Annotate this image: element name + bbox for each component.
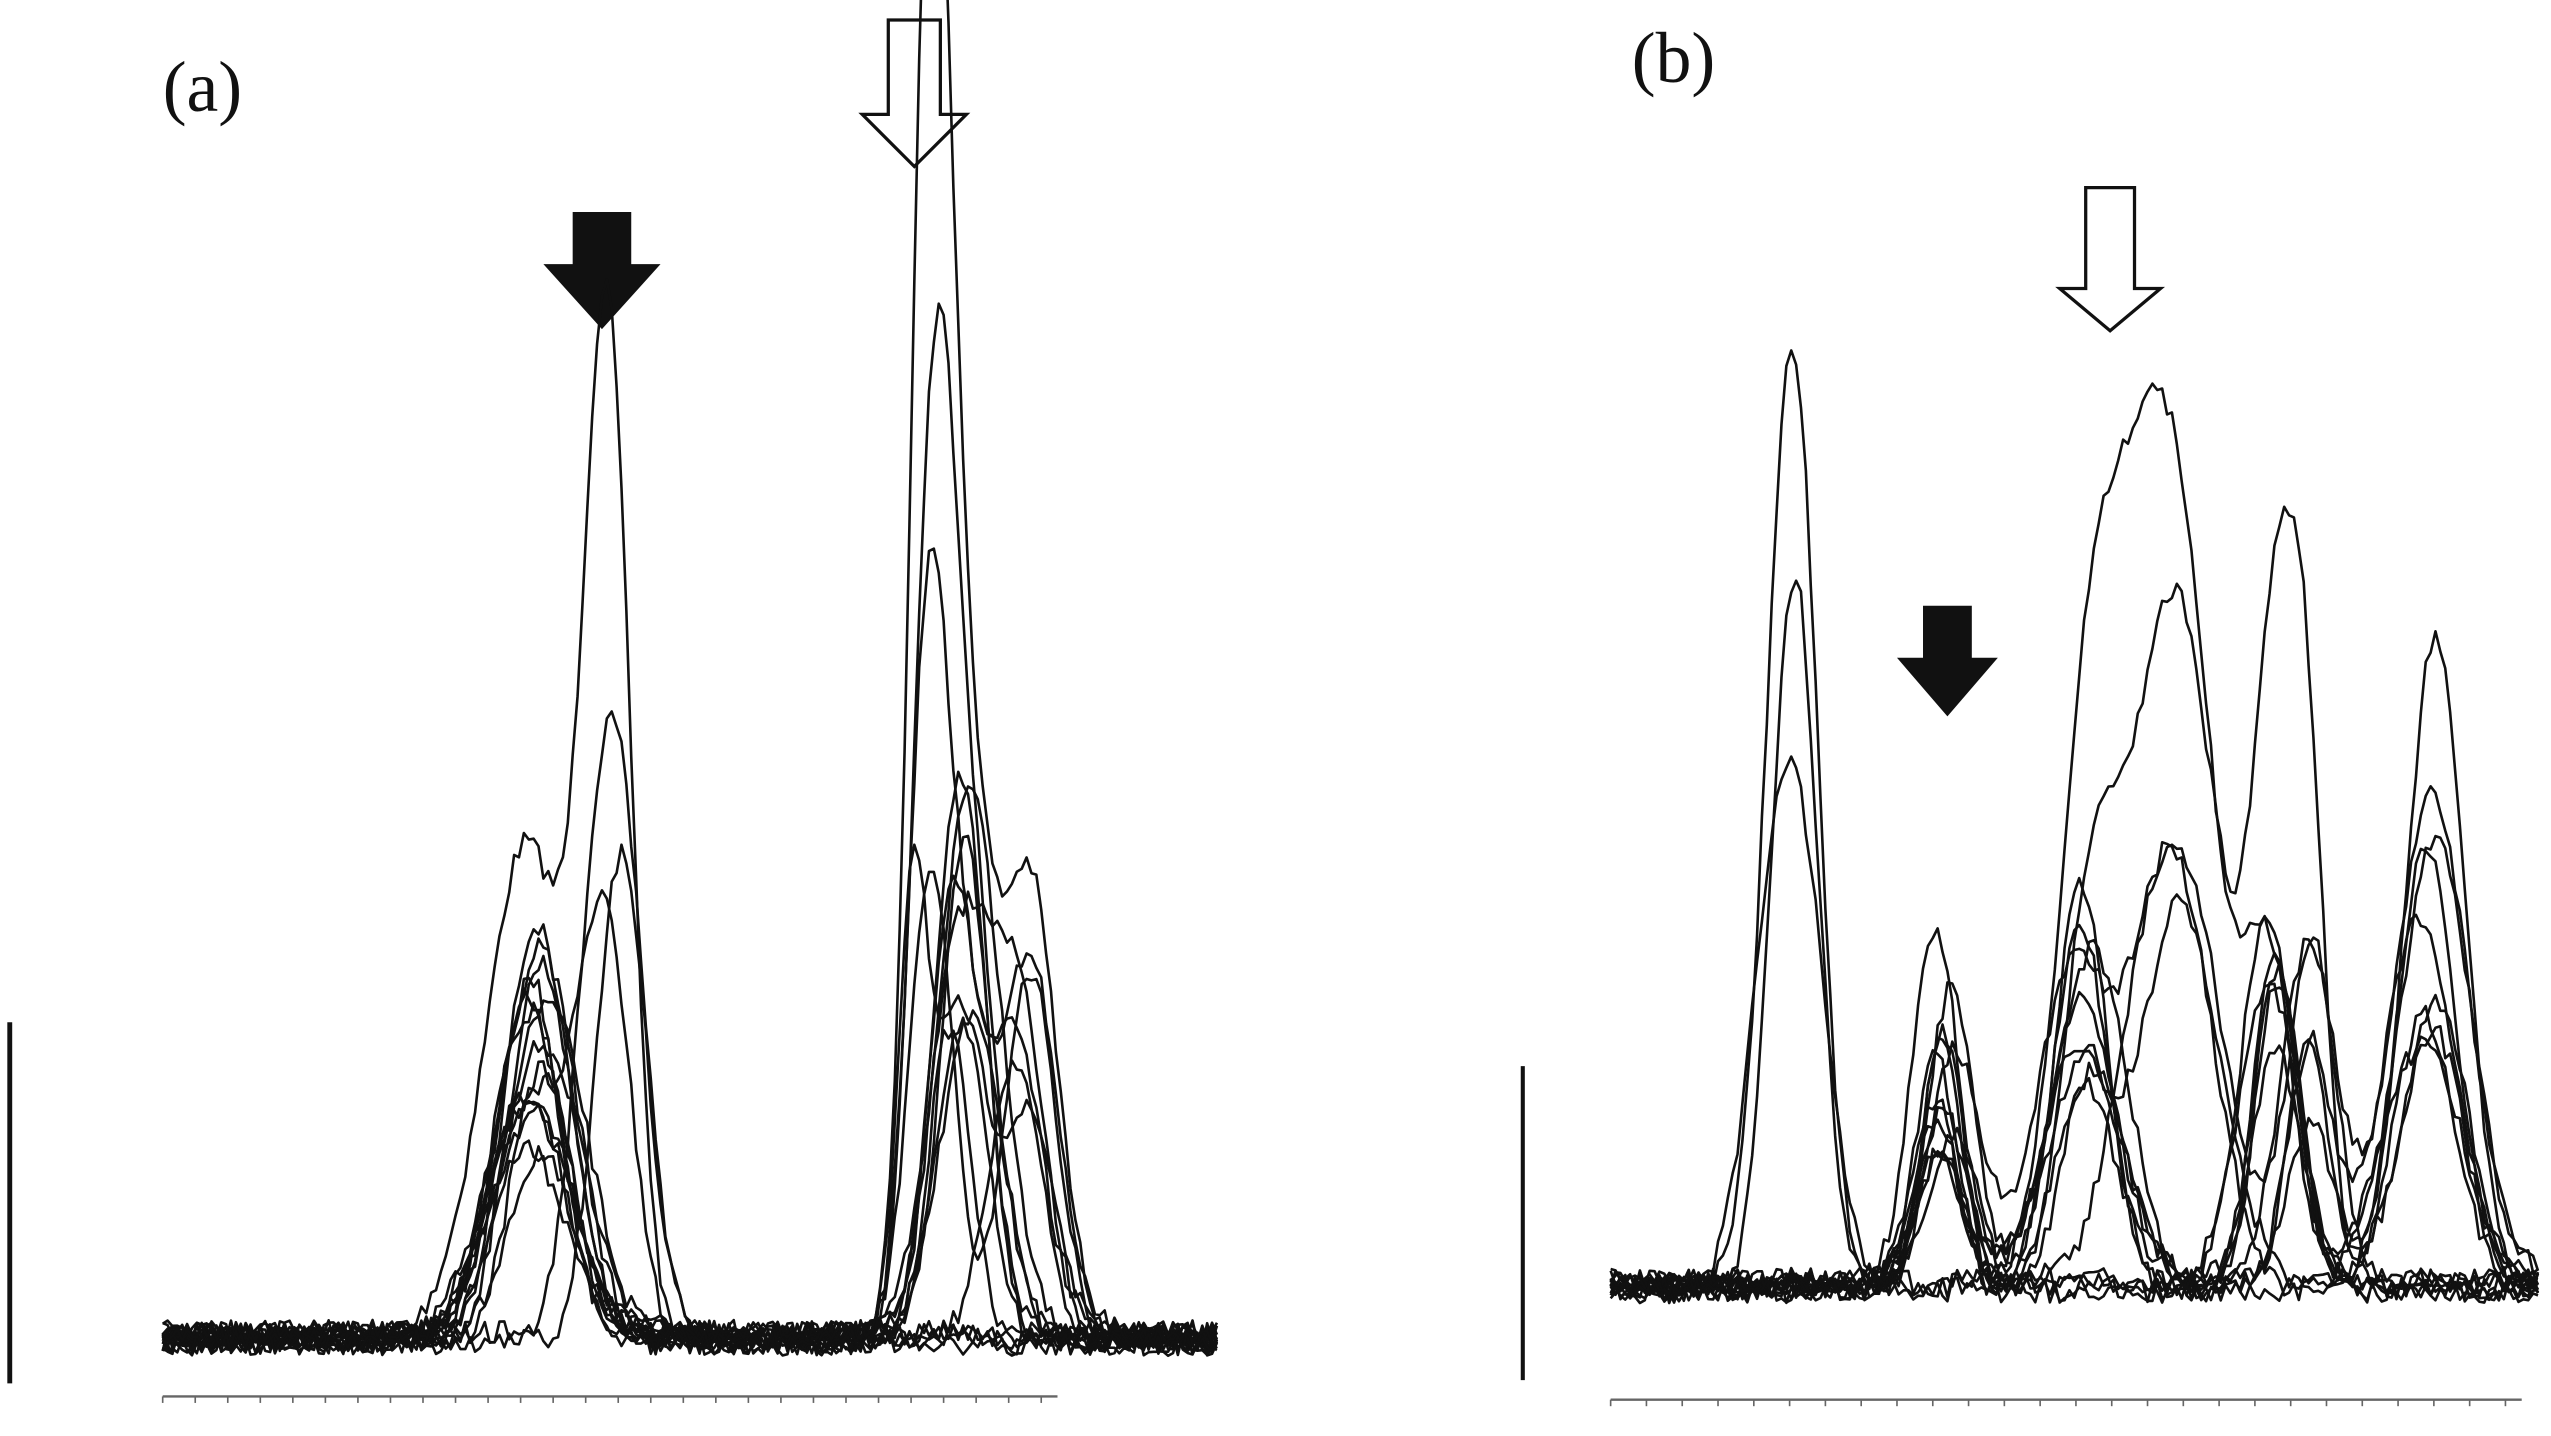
trace <box>1609 843 2540 1302</box>
traces <box>1609 349 2540 1407</box>
trace <box>1609 993 2540 1305</box>
trace <box>1609 913 2540 1301</box>
panel-b: (b) <box>1520 19 2540 1407</box>
traces <box>161 0 1219 1403</box>
trace <box>162 890 1218 1357</box>
panel-label: (b) <box>1632 19 1715 98</box>
trace <box>1609 915 2539 1303</box>
filled-arrow <box>1896 605 1998 717</box>
hollow-arrow <box>858 18 971 169</box>
trace <box>162 843 1219 1356</box>
trace <box>1609 349 2539 1304</box>
trace <box>161 1001 1218 1356</box>
trace <box>1609 579 2540 1305</box>
trace <box>1609 755 2539 1300</box>
trace <box>162 987 1219 1357</box>
hollow-arrow <box>2055 185 2166 333</box>
filled-arrow <box>543 212 661 330</box>
trace <box>161 302 1219 1358</box>
panel-label: (a) <box>163 48 242 127</box>
trace <box>161 710 1219 1356</box>
trace <box>161 1039 1219 1356</box>
trace <box>161 843 1219 1357</box>
trace <box>161 1100 1218 1357</box>
trace <box>161 547 1218 1356</box>
panel-a: (a) <box>7 0 1219 1403</box>
trace <box>1610 834 2539 1305</box>
